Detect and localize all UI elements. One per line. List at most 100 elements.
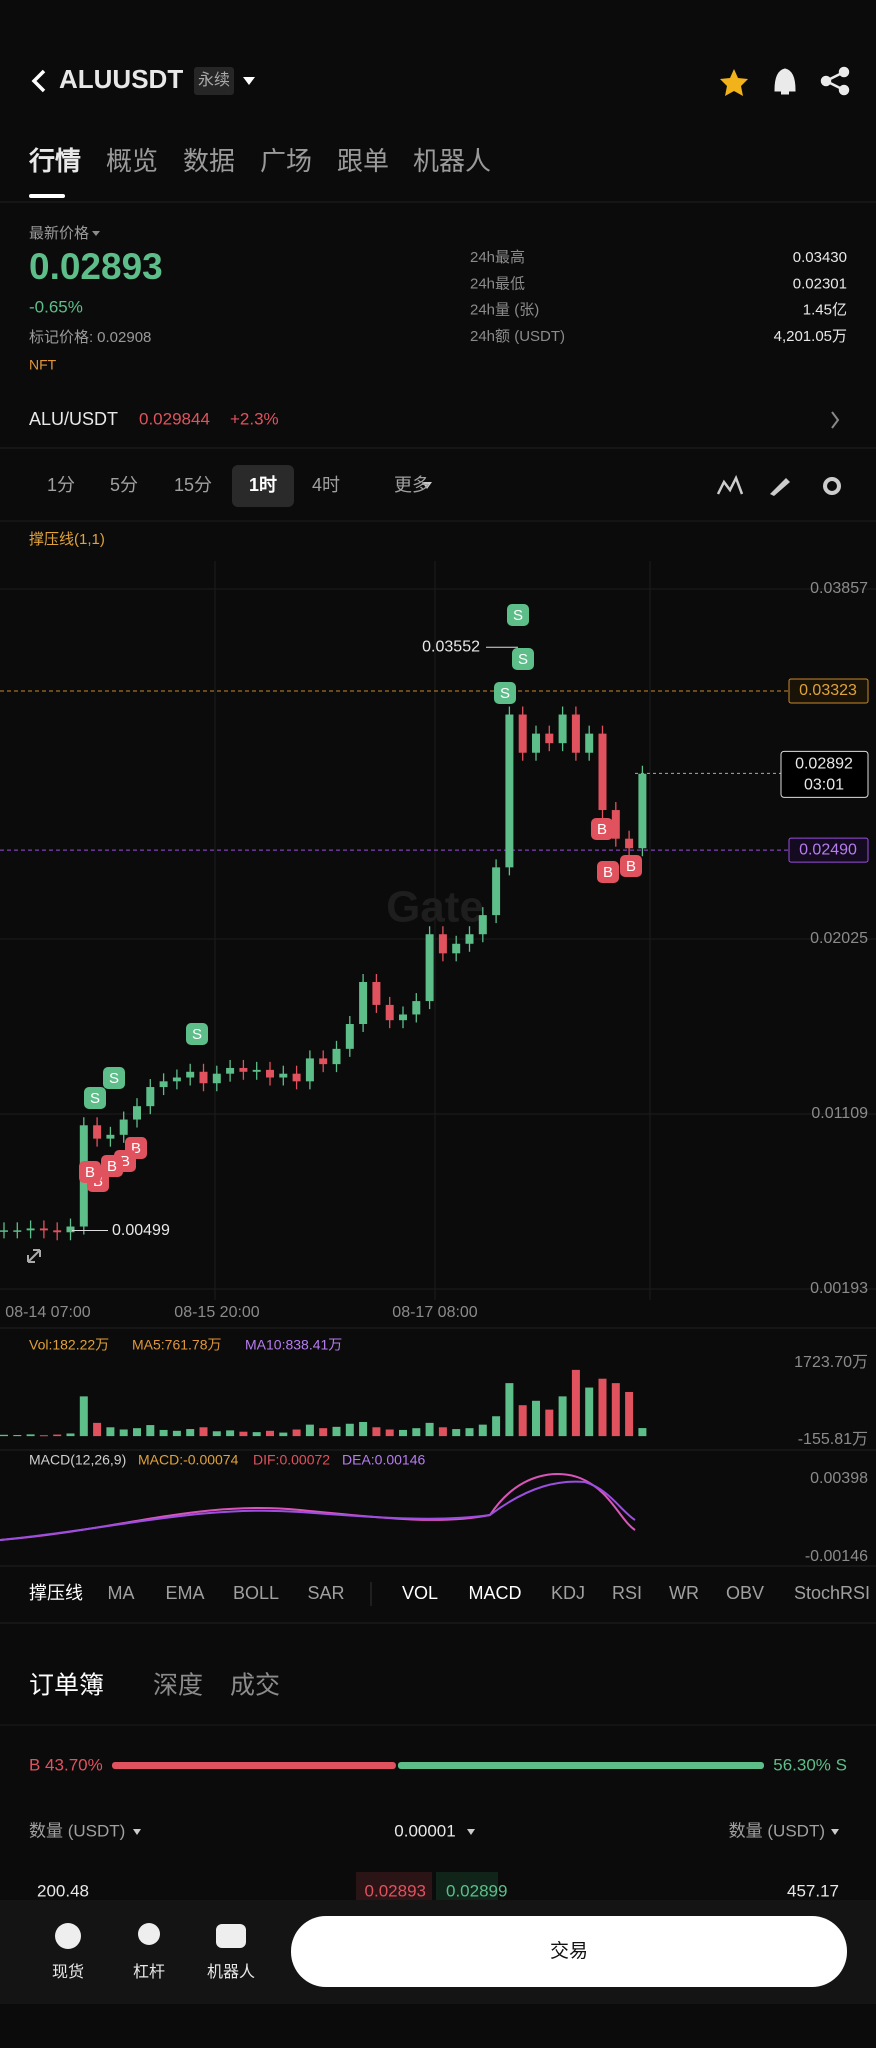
candle: [585, 733, 594, 753]
indicator-tab[interactable]: BOLL: [233, 1583, 279, 1603]
volume-bar: [53, 1434, 62, 1437]
trade-marker-label: S: [513, 607, 523, 624]
candle: [505, 714, 514, 868]
volume-bar: [532, 1400, 540, 1437]
tab[interactable]: 数据: [183, 146, 235, 176]
volume-bar: [319, 1428, 328, 1437]
indicator-tab[interactable]: 撑压线: [29, 1583, 83, 1603]
orderbook-tab[interactable]: 成交: [230, 1672, 280, 1700]
trade-marker-label: S: [192, 1026, 202, 1043]
candle: [319, 1058, 328, 1065]
interval[interactable]: 1分: [47, 475, 75, 495]
nav-label[interactable]: 现货: [52, 1963, 84, 1981]
tab[interactable]: 机器人: [413, 146, 491, 176]
candle: [226, 1067, 235, 1074]
interval[interactable]: 4时: [312, 475, 340, 495]
candle: [492, 867, 501, 916]
interval[interactable]: 5分: [110, 475, 138, 495]
orderbook-tab[interactable]: 深度: [153, 1672, 203, 1700]
orderbook-tab[interactable]: 订单簿: [29, 1672, 104, 1700]
volume-bar: [119, 1429, 128, 1437]
nav-label[interactable]: 机器人: [207, 1963, 255, 1981]
indicator-icon[interactable]: [716, 474, 744, 495]
support-box: [788, 837, 869, 863]
candle: [611, 810, 620, 839]
interval[interactable]: 15分: [174, 475, 212, 495]
candle: [372, 981, 381, 1005]
volume-bar: [438, 1427, 447, 1437]
trade-marker: [84, 1087, 106, 1109]
trade-button[interactable]: [291, 1916, 847, 1987]
candle: [385, 1004, 394, 1021]
indicator-tab[interactable]: MA: [108, 1583, 135, 1603]
current-price: 0.02892: [795, 756, 853, 773]
spot-pair[interactable]: ALU/USDT: [29, 409, 118, 429]
indicator-tab[interactable]: KDJ: [551, 1583, 585, 1603]
candle: [345, 1024, 354, 1049]
tab-underline: [29, 194, 65, 198]
safe-area: [0, 2004, 876, 2048]
bid-price: 0.02893: [365, 1881, 426, 1900]
trade-marker: [512, 648, 534, 670]
volume-bar: [465, 1428, 474, 1437]
indicator-tab[interactable]: RSI: [612, 1583, 642, 1603]
tab[interactable]: 概览: [106, 146, 158, 176]
chevron[interactable]: [831, 411, 840, 429]
ask-amount: 457.17: [787, 1881, 839, 1900]
draw-icon[interactable]: [770, 478, 790, 496]
tab[interactable]: 广场: [260, 146, 312, 176]
trade-marker-label: B: [597, 821, 607, 838]
interval[interactable]: 更多: [394, 475, 430, 495]
volume-bar: [452, 1429, 461, 1437]
trade-marker: [103, 1067, 125, 1089]
candle: [26, 1228, 35, 1231]
dropdown-arrow[interactable]: [243, 77, 255, 85]
stat-value: 0.02301: [793, 275, 847, 292]
dropdown-arrow: [92, 231, 100, 236]
spot-icon[interactable]: [55, 1923, 81, 1949]
share-icon[interactable]: [820, 66, 850, 96]
candle: [66, 1226, 75, 1233]
candle: [412, 1001, 421, 1015]
favorite-star[interactable]: [720, 69, 748, 96]
indicator-tab[interactable]: EMA: [165, 1583, 204, 1603]
interval[interactable]: 1时: [249, 475, 277, 495]
indicator-tab[interactable]: MACD: [469, 1583, 522, 1603]
candle: [106, 1134, 115, 1139]
nav-label[interactable]: 杠杆: [133, 1963, 165, 1981]
y-tick-label: 0.01109: [811, 1105, 868, 1122]
volume-bar: [638, 1428, 647, 1437]
sell-ratio: 56.30% S: [773, 1755, 847, 1774]
interval-selected-bg: [232, 465, 294, 507]
candle: [186, 1071, 195, 1078]
indicator-tab[interactable]: StochRSI: [794, 1583, 870, 1603]
x-tick-label: 08-14 07:00: [5, 1304, 91, 1321]
candle: [478, 915, 487, 935]
symbol[interactable]: ALUUSDT: [59, 64, 183, 94]
fullscreen-icon[interactable]: [27, 1249, 41, 1263]
column-header[interactable]: 0.00001: [394, 1821, 455, 1840]
candle: [598, 733, 607, 811]
indicator-tab[interactable]: OBV: [726, 1583, 764, 1603]
settings-icon[interactable]: [823, 477, 841, 495]
buy-bar: [112, 1762, 396, 1769]
macd-tick-label: 0.00398: [810, 1470, 868, 1487]
candle: [545, 733, 554, 744]
tab[interactable]: 行情: [28, 146, 81, 176]
indicator-tab[interactable]: SAR: [307, 1583, 344, 1603]
trade-marker: [620, 855, 642, 877]
stat-value: 1.45亿: [803, 302, 847, 319]
alert-bell[interactable]: [774, 68, 796, 95]
mark-price: 0.02908: [97, 329, 151, 346]
tab[interactable]: 跟单: [337, 146, 389, 176]
indicator-tab[interactable]: VOL: [402, 1583, 438, 1603]
volume-bar: [66, 1433, 75, 1437]
stat-label: 24h最低: [470, 275, 525, 292]
candle: [93, 1125, 102, 1139]
bot-icon[interactable]: [216, 1924, 246, 1948]
buy-ratio: B 43.70%: [29, 1755, 103, 1774]
trade-button-label[interactable]: 交易: [550, 1940, 588, 1962]
margin-icon[interactable]: [138, 1923, 160, 1945]
back-button[interactable]: [31, 69, 46, 93]
indicator-tab[interactable]: WR: [669, 1583, 699, 1603]
